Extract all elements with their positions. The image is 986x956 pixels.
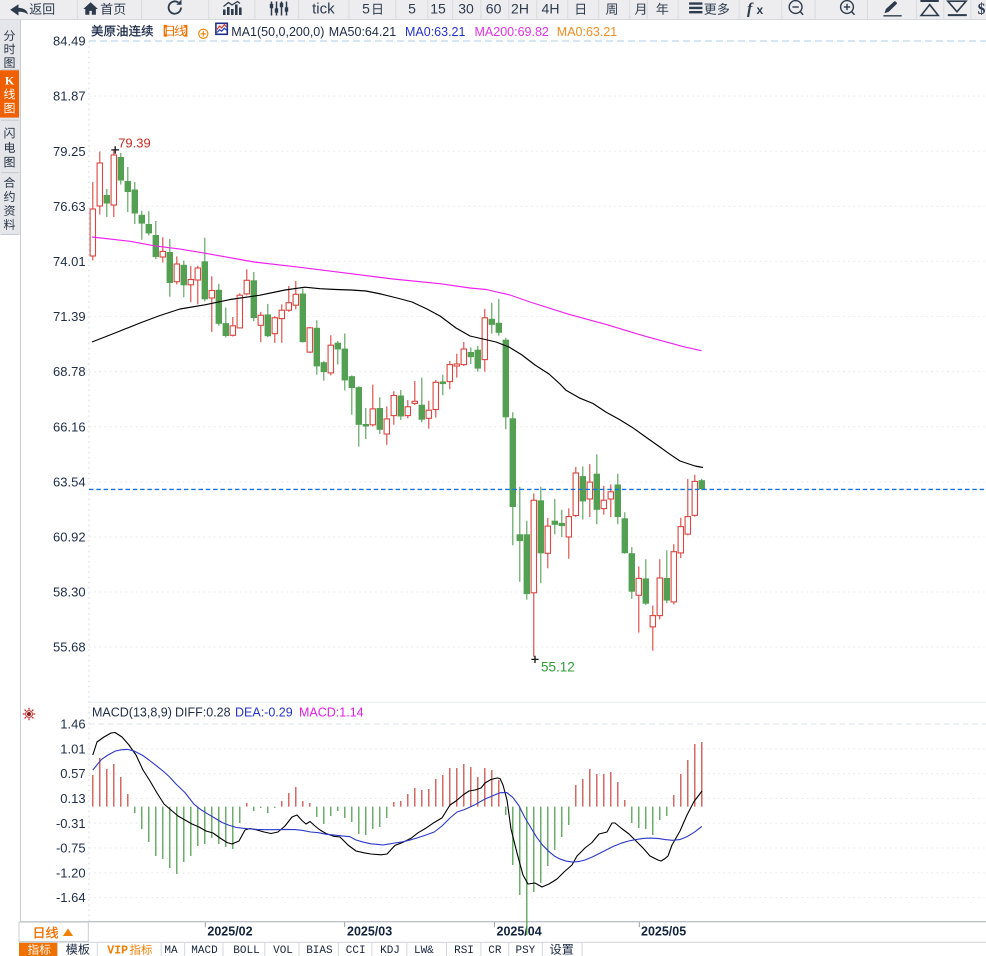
svg-text:2025/04: 2025/04 xyxy=(497,924,542,938)
svg-text:15: 15 xyxy=(430,1,446,17)
svg-text:1.46: 1.46 xyxy=(60,717,85,732)
svg-text:MA1(50,0,200,0): MA1(50,0,200,0) xyxy=(231,25,324,39)
svg-text:LW&: LW& xyxy=(414,945,434,956)
svg-text:CCI: CCI xyxy=(346,945,366,956)
svg-text:66.16: 66.16 xyxy=(53,419,86,434)
svg-text:MA200:69.82: MA200:69.82 xyxy=(475,25,549,39)
svg-text:71.39: 71.39 xyxy=(53,309,86,324)
svg-text:1.01: 1.01 xyxy=(60,741,85,756)
svg-text:55.68: 55.68 xyxy=(53,640,86,655)
svg-text:2025/05: 2025/05 xyxy=(641,924,686,938)
svg-text:VIP: VIP xyxy=(107,944,128,956)
svg-text:-1.64: -1.64 xyxy=(56,890,86,905)
svg-text:60.92: 60.92 xyxy=(53,530,86,545)
svg-text:MA0:63.21: MA0:63.21 xyxy=(557,25,618,39)
svg-text:84.49: 84.49 xyxy=(53,34,86,49)
svg-text:PSY: PSY xyxy=(515,945,535,956)
svg-text:BIAS: BIAS xyxy=(306,945,333,956)
svg-text:79.39: 79.39 xyxy=(118,136,151,151)
svg-text:RSI: RSI xyxy=(454,945,474,956)
svg-text:81.87: 81.87 xyxy=(53,89,86,104)
svg-text:$: $ xyxy=(978,1,986,18)
svg-text:76.63: 76.63 xyxy=(53,199,86,214)
svg-text:-1.20: -1.20 xyxy=(56,865,86,880)
svg-text:30: 30 xyxy=(458,1,474,17)
svg-text:CR: CR xyxy=(488,945,502,956)
svg-text:MACD(13,8,9): MACD(13,8,9) xyxy=(92,706,172,720)
svg-text:K: K xyxy=(5,74,15,88)
svg-text:4H: 4H xyxy=(542,1,560,17)
svg-text:KDJ: KDJ xyxy=(380,945,400,956)
svg-text:tick: tick xyxy=(312,1,335,18)
svg-text:58.30: 58.30 xyxy=(53,585,86,600)
svg-text:MA50:64.21: MA50:64.21 xyxy=(329,25,396,39)
svg-text:2025/02: 2025/02 xyxy=(207,924,252,938)
svg-text:f: f xyxy=(747,1,754,18)
svg-text:63.54: 63.54 xyxy=(53,474,86,489)
svg-text:79.25: 79.25 xyxy=(53,144,86,159)
svg-text:2025/03: 2025/03 xyxy=(347,924,392,938)
svg-text:MA: MA xyxy=(164,945,178,956)
svg-text:x: x xyxy=(757,3,764,17)
svg-text:VOL: VOL xyxy=(273,945,293,956)
svg-text:55.12: 55.12 xyxy=(541,660,575,675)
svg-text:MA0:63.21: MA0:63.21 xyxy=(405,25,466,39)
svg-text:5: 5 xyxy=(408,1,416,17)
svg-text:60: 60 xyxy=(486,1,502,17)
svg-text:DEA:-0.29: DEA:-0.29 xyxy=(235,706,293,720)
svg-text:DIFF:0.28: DIFF:0.28 xyxy=(175,706,231,720)
svg-text:5: 5 xyxy=(362,1,370,17)
svg-text:MACD:1.14: MACD:1.14 xyxy=(299,706,364,720)
svg-text:MACD: MACD xyxy=(191,945,218,956)
svg-text:0.57: 0.57 xyxy=(60,766,85,781)
svg-text:-0.31: -0.31 xyxy=(56,816,86,831)
svg-text:2H: 2H xyxy=(511,1,529,17)
svg-text:BOLL: BOLL xyxy=(233,945,259,956)
svg-text:74.01: 74.01 xyxy=(53,254,86,269)
svg-text:-0.75: -0.75 xyxy=(56,841,86,856)
svg-text:68.78: 68.78 xyxy=(53,364,86,379)
svg-text:0.13: 0.13 xyxy=(60,791,85,806)
